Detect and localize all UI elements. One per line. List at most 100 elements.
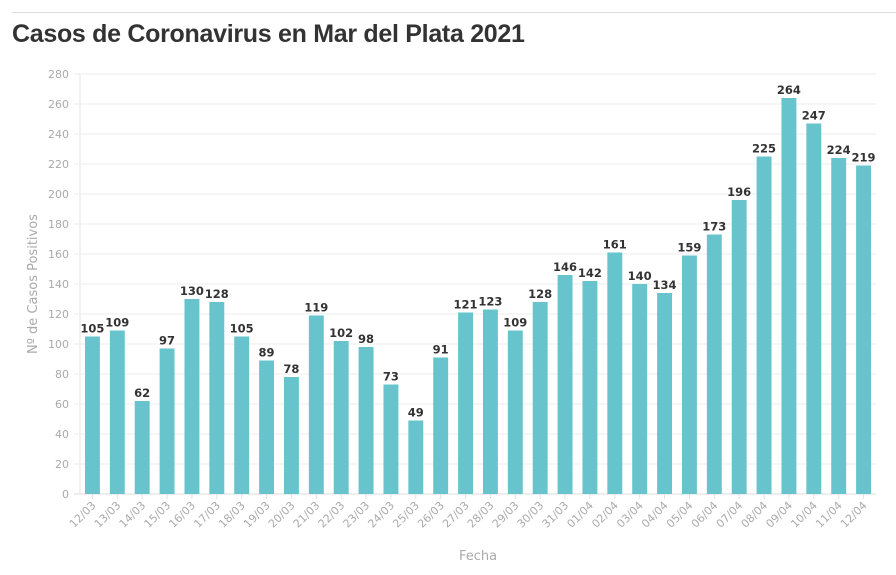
data-label: 159 <box>677 241 701 255</box>
bar <box>582 281 598 494</box>
data-label: 225 <box>752 142 776 156</box>
bar <box>706 234 722 494</box>
data-label: 98 <box>358 332 374 346</box>
y-tick-label: 40 <box>55 428 69 441</box>
data-label: 224 <box>827 143 851 157</box>
bar <box>482 309 498 494</box>
bar <box>109 330 125 494</box>
bar <box>408 420 424 494</box>
y-tick-label: 80 <box>55 368 69 381</box>
bar <box>383 384 399 494</box>
x-tick-label: 25/03 <box>390 499 422 531</box>
bar <box>84 336 100 494</box>
data-label: 73 <box>383 370 399 384</box>
bar <box>308 315 324 494</box>
bar <box>856 165 872 494</box>
data-label: 78 <box>283 362 299 376</box>
x-tick-label: 03/04 <box>614 499 646 531</box>
x-tick-label: 12/03 <box>67 499 99 531</box>
x-tick-label: 18/03 <box>216 499 248 531</box>
x-tick-label: 17/03 <box>191 499 223 531</box>
data-label: 128 <box>528 287 552 301</box>
data-label: 140 <box>628 269 652 283</box>
data-label: 128 <box>205 287 229 301</box>
y-tick-label: 100 <box>48 338 69 351</box>
x-tick-label: 19/03 <box>241 499 273 531</box>
bar <box>134 401 150 494</box>
x-tick-label: 26/03 <box>415 499 447 531</box>
x-tick-label: 07/04 <box>714 499 746 531</box>
x-tick-label: 28/03 <box>465 499 497 531</box>
x-tick-label: 05/04 <box>664 499 696 531</box>
x-tick-label: 27/03 <box>440 499 472 531</box>
x-tick-label: 08/04 <box>739 499 771 531</box>
data-label: 91 <box>433 343 449 357</box>
bar <box>781 98 797 494</box>
x-tick-label: 14/03 <box>117 499 149 531</box>
y-tick-label: 240 <box>48 128 69 141</box>
data-label: 247 <box>802 109 826 123</box>
bar <box>209 302 225 494</box>
bar <box>458 312 474 494</box>
data-label: 109 <box>105 316 129 330</box>
top-divider <box>12 12 896 13</box>
bar <box>607 252 623 494</box>
x-tick-label: 10/04 <box>788 499 820 531</box>
x-tick-label: 24/03 <box>365 499 397 531</box>
bar <box>657 293 673 494</box>
y-tick-label: 20 <box>55 458 69 471</box>
bar <box>681 255 697 494</box>
y-tick-label: 260 <box>48 98 69 111</box>
x-tick-label: 23/03 <box>341 499 373 531</box>
y-tick-label: 280 <box>48 68 69 81</box>
bars <box>84 98 872 494</box>
x-tick-label: 22/03 <box>316 499 348 531</box>
x-tick-label: 13/03 <box>92 499 124 531</box>
data-label: 49 <box>408 406 424 420</box>
x-tick-label: 21/03 <box>291 499 323 531</box>
data-label: 219 <box>852 151 876 165</box>
x-axis-title: Fecha <box>459 549 497 564</box>
bar <box>159 348 175 494</box>
data-label: 97 <box>159 334 175 348</box>
data-label: 105 <box>230 322 254 336</box>
data-label: 89 <box>259 346 275 360</box>
x-tick-label: 29/03 <box>490 499 522 531</box>
bar <box>507 330 523 494</box>
data-label: 142 <box>578 266 602 280</box>
y-tick-label: 60 <box>55 398 69 411</box>
data-label: 196 <box>727 185 751 199</box>
data-label: 264 <box>777 83 801 97</box>
y-axis-title: Nº de Casos Positivos <box>26 214 41 354</box>
x-tick-label: 30/03 <box>515 499 547 531</box>
data-label: 62 <box>134 386 150 400</box>
bar <box>234 336 250 494</box>
data-label: 146 <box>553 260 577 274</box>
y-tick-label: 120 <box>48 308 69 321</box>
bar <box>831 158 847 494</box>
x-tick-label: 02/04 <box>589 499 621 531</box>
data-label: 119 <box>304 301 328 315</box>
bar <box>184 299 200 494</box>
x-tick-label: 01/04 <box>564 499 596 531</box>
data-label: 173 <box>702 220 726 234</box>
bar <box>283 377 299 494</box>
bar <box>532 302 548 494</box>
bar <box>731 200 747 494</box>
bar <box>333 341 349 494</box>
x-tick-label: 31/03 <box>540 499 572 531</box>
x-tick-label: 16/03 <box>166 499 198 531</box>
bar <box>358 347 374 494</box>
x-tick-label: 06/04 <box>689 499 721 531</box>
y-axis-ticks: 0 20 40 60 80 100 120 140 160 180 200 220 240 260 280 <box>48 68 69 501</box>
x-tick-label: 20/03 <box>266 499 298 531</box>
y-tick-label: 140 <box>48 278 69 291</box>
x-tick-label: 09/04 <box>763 499 795 531</box>
data-label: 134 <box>653 278 677 292</box>
y-tick-label: 0 <box>62 488 69 501</box>
data-label: 121 <box>454 298 478 312</box>
bar <box>632 284 648 494</box>
x-tick-label: 04/04 <box>639 499 671 531</box>
